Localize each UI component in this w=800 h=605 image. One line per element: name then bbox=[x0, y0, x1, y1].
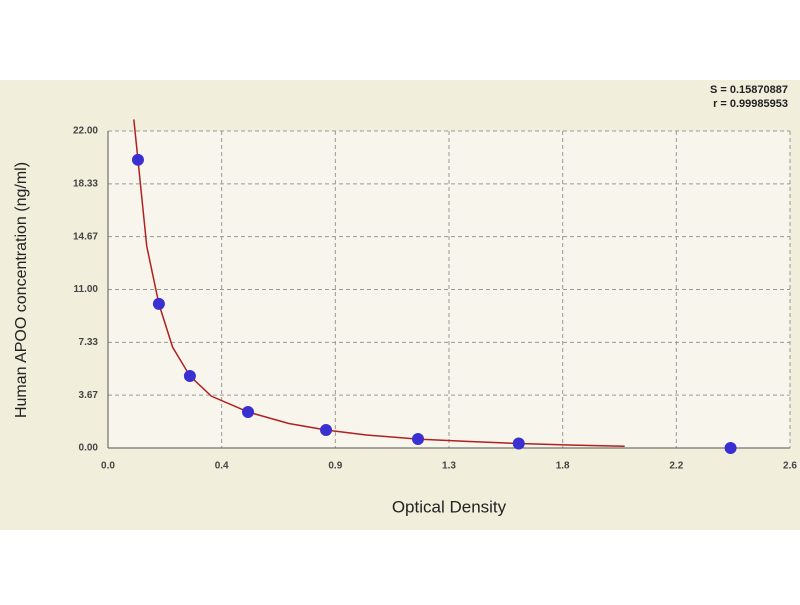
x-tick-label: 1.8 bbox=[556, 461, 570, 472]
data-point bbox=[412, 432, 424, 445]
x-tick-label: 2.2 bbox=[669, 461, 683, 472]
annotation: r = 0.99985953 bbox=[713, 98, 788, 110]
y-tick-label: 0.00 bbox=[79, 443, 99, 454]
y-tick-label: 22.00 bbox=[73, 126, 98, 137]
x-tick-label: 2.6 bbox=[783, 461, 797, 472]
data-point bbox=[131, 153, 144, 166]
data-point bbox=[320, 423, 333, 436]
y-tick-label: 11.00 bbox=[74, 284, 99, 295]
x-tick-label: 1.3 bbox=[442, 461, 456, 472]
data-point bbox=[724, 442, 737, 454]
y-axis-label: Human APOO concentration (ng/ml) bbox=[13, 162, 30, 418]
x-tick-label: 0.9 bbox=[328, 461, 342, 472]
data-point bbox=[242, 405, 255, 418]
y-tick-label: 18.33 bbox=[73, 178, 98, 189]
x-axis-label: Optical Density bbox=[392, 497, 507, 516]
data-point bbox=[152, 297, 165, 310]
data-point bbox=[183, 369, 196, 382]
data-point bbox=[512, 437, 525, 450]
y-tick-label: 7.33 bbox=[79, 337, 99, 348]
x-tick-label: 0.4 bbox=[215, 461, 229, 472]
y-tick-label: 3.67 bbox=[79, 390, 99, 401]
annotation: S = 0.15870887 bbox=[710, 84, 788, 96]
y-tick-label: 14.67 bbox=[73, 231, 98, 242]
x-tick-label: 0.0 bbox=[101, 461, 115, 472]
fit-curve bbox=[133, 119, 625, 448]
